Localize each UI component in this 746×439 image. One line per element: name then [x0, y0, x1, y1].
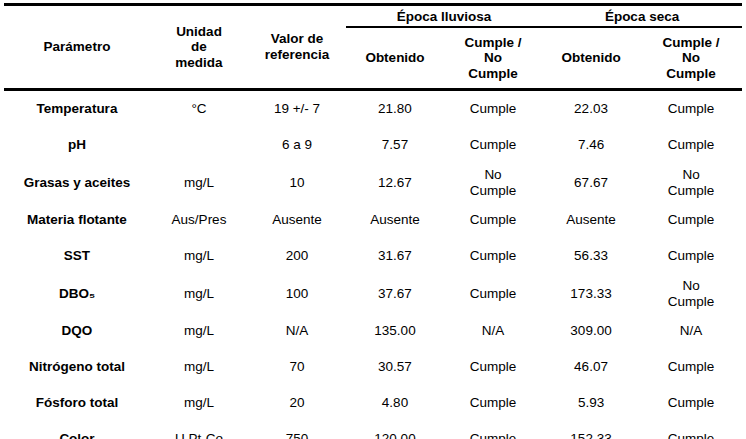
- cell-unidad: °C: [150, 90, 248, 128]
- cell-seca-obtenido: 56.33: [542, 238, 640, 274]
- cell-unidad: mg/L: [150, 238, 248, 274]
- cell-valor-referencia: 19 +/- 7: [248, 90, 346, 128]
- parameters-table: Parámetro Unidad de medida Valor de refe…: [4, 3, 742, 439]
- table-body: Temperatura °C 19 +/- 7 21.80 Cumple 22.…: [4, 90, 742, 439]
- cell-parametro: Fósforo total: [4, 385, 150, 421]
- cell-lluviosa-obtenido: 37.67: [346, 274, 444, 313]
- cell-lluviosa-cumple: Cumple: [444, 349, 542, 385]
- cell-parametro: DBO₅: [4, 274, 150, 313]
- cell-valor-referencia: N/A: [248, 313, 346, 349]
- cell-lluviosa-cumple: No Cumple: [444, 163, 542, 202]
- cell-seca-cumple: No Cumple: [640, 274, 742, 313]
- table-row: Materia flotante Aus/Pres Ausente Ausent…: [4, 202, 742, 238]
- cell-valor-referencia: 200: [248, 238, 346, 274]
- cell-parametro: Grasas y aceites: [4, 163, 150, 202]
- cell-lluviosa-obtenido: 30.57: [346, 349, 444, 385]
- page: Parámetro Unidad de medida Valor de refe…: [0, 0, 746, 439]
- cell-unidad: U Pt-Co: [150, 421, 248, 439]
- cell-unidad: mg/L: [150, 163, 248, 202]
- cell-seca-obtenido: 309.00: [542, 313, 640, 349]
- cell-lluviosa-obtenido: Ausente: [346, 202, 444, 238]
- cell-seca-obtenido: Ausente: [542, 202, 640, 238]
- cell-lluviosa-cumple: Cumple: [444, 127, 542, 163]
- cell-seca-cumple: Cumple: [640, 349, 742, 385]
- table-row: Grasas y aceites mg/L 10 12.67 No Cumple…: [4, 163, 742, 202]
- cell-lluviosa-obtenido: 135.00: [346, 313, 444, 349]
- cell-valor-referencia: 20: [248, 385, 346, 421]
- cell-seca-cumple: Cumple: [640, 202, 742, 238]
- cell-unidad: [150, 127, 248, 163]
- cell-valor-referencia: 100: [248, 274, 346, 313]
- cell-lluviosa-cumple: Cumple: [444, 202, 542, 238]
- cell-seca-cumple: Cumple: [640, 421, 742, 439]
- table-row: pH 6 a 9 7.57 Cumple 7.46 Cumple: [4, 127, 742, 163]
- cell-seca-obtenido: 22.03: [542, 90, 640, 128]
- cell-parametro: Color: [4, 421, 150, 439]
- col-header-parametro: Parámetro: [4, 5, 150, 90]
- cell-valor-referencia: 70: [248, 349, 346, 385]
- table-row: SST mg/L 200 31.67 Cumple 56.33 Cumple: [4, 238, 742, 274]
- cell-lluviosa-cumple: Cumple: [444, 385, 542, 421]
- cell-unidad: mg/L: [150, 385, 248, 421]
- cell-valor-referencia: 750: [248, 421, 346, 439]
- cell-seca-cumple: Cumple: [640, 238, 742, 274]
- cell-lluviosa-cumple: Cumple: [444, 238, 542, 274]
- cell-lluviosa-obtenido: 21.80: [346, 90, 444, 128]
- cell-parametro: pH: [4, 127, 150, 163]
- col-header-obtenido-lluviosa: Obtenido: [346, 27, 444, 90]
- cell-unidad: mg/L: [150, 313, 248, 349]
- table-row: Fósforo total mg/L 20 4.80 Cumple 5.93 C…: [4, 385, 742, 421]
- cell-seca-cumple: Cumple: [640, 90, 742, 128]
- cell-lluviosa-obtenido: 31.67: [346, 238, 444, 274]
- table-row: Nitrógeno total mg/L 70 30.57 Cumple 46.…: [4, 349, 742, 385]
- table-row: DQO mg/L N/A 135.00 N/A 309.00 N/A: [4, 313, 742, 349]
- cell-lluviosa-cumple: N/A: [444, 313, 542, 349]
- col-group-epoca-seca: Época seca: [542, 5, 742, 28]
- cell-lluviosa-obtenido: 7.57: [346, 127, 444, 163]
- cell-seca-cumple: N/A: [640, 313, 742, 349]
- cell-valor-referencia: 6 a 9: [248, 127, 346, 163]
- cell-lluviosa-cumple: Cumple: [444, 90, 542, 128]
- col-header-unidad: Unidad de medida: [150, 5, 248, 90]
- col-header-obtenido-seca: Obtenido: [542, 27, 640, 90]
- table-row: Color U Pt-Co 750 120.00 Cumple 152.33 C…: [4, 421, 742, 439]
- col-group-epoca-lluviosa: Época lluviosa: [346, 5, 542, 28]
- cell-seca-obtenido: 152.33: [542, 421, 640, 439]
- cell-unidad: mg/L: [150, 349, 248, 385]
- cell-parametro: Nitrógeno total: [4, 349, 150, 385]
- col-header-valor-referencia: Valor de referencia: [248, 5, 346, 90]
- cell-lluviosa-cumple: Cumple: [444, 274, 542, 313]
- cell-parametro: Materia flotante: [4, 202, 150, 238]
- col-header-cumple-seca: Cumple / No Cumple: [640, 27, 742, 90]
- cell-valor-referencia: Ausente: [248, 202, 346, 238]
- table-header: Parámetro Unidad de medida Valor de refe…: [4, 5, 742, 90]
- cell-seca-obtenido: 7.46: [542, 127, 640, 163]
- cell-lluviosa-obtenido: 120.00: [346, 421, 444, 439]
- cell-seca-obtenido: 5.93: [542, 385, 640, 421]
- table-row: Temperatura °C 19 +/- 7 21.80 Cumple 22.…: [4, 90, 742, 128]
- cell-lluviosa-cumple: Cumple: [444, 421, 542, 439]
- cell-seca-obtenido: 46.07: [542, 349, 640, 385]
- cell-lluviosa-obtenido: 12.67: [346, 163, 444, 202]
- cell-seca-cumple: Cumple: [640, 127, 742, 163]
- cell-valor-referencia: 10: [248, 163, 346, 202]
- col-header-cumple-lluviosa: Cumple / No Cumple: [444, 27, 542, 90]
- cell-seca-obtenido: 173.33: [542, 274, 640, 313]
- header-group-row: Parámetro Unidad de medida Valor de refe…: [4, 5, 742, 28]
- cell-lluviosa-obtenido: 4.80: [346, 385, 444, 421]
- cell-seca-cumple: Cumple: [640, 385, 742, 421]
- cell-unidad: mg/L: [150, 274, 248, 313]
- cell-parametro: SST: [4, 238, 150, 274]
- cell-parametro: DQO: [4, 313, 150, 349]
- table-row: DBO₅ mg/L 100 37.67 Cumple 173.33 No Cum…: [4, 274, 742, 313]
- cell-parametro: Temperatura: [4, 90, 150, 128]
- cell-seca-obtenido: 67.67: [542, 163, 640, 202]
- cell-unidad: Aus/Pres: [150, 202, 248, 238]
- cell-seca-cumple: No Cumple: [640, 163, 742, 202]
